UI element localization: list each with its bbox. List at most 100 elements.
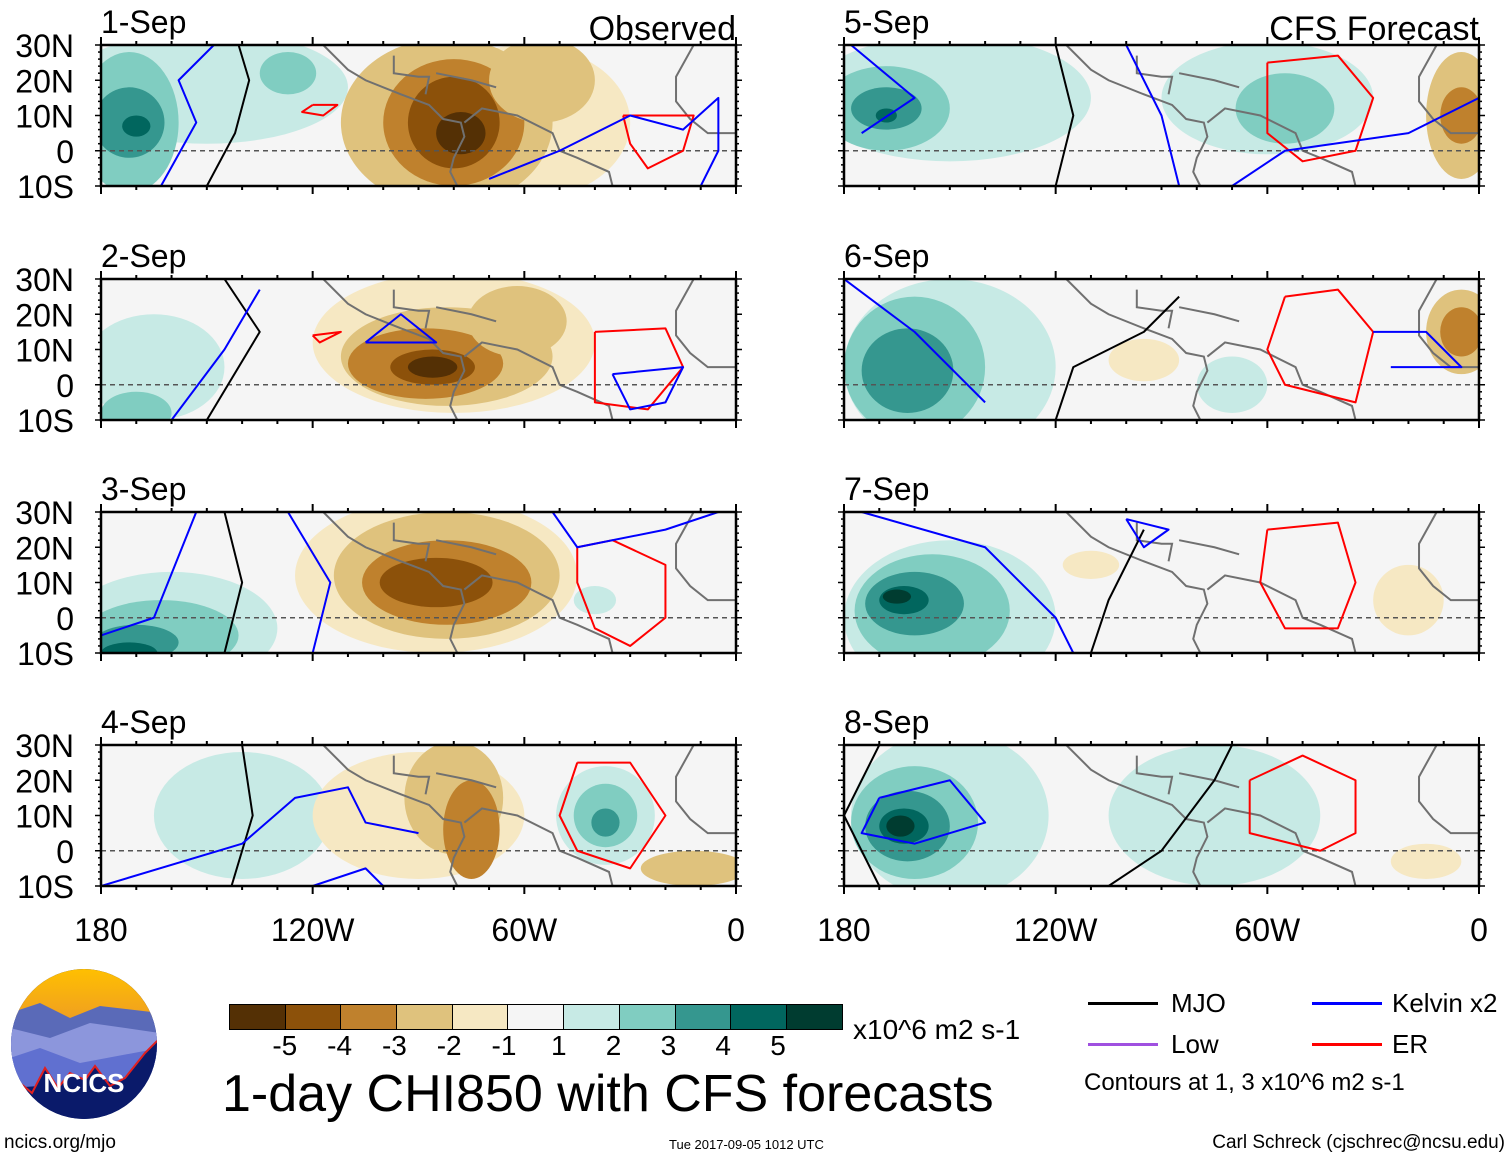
colorbar-box bbox=[730, 1005, 786, 1029]
kelvin-contour bbox=[101, 512, 198, 637]
x-tick-label: 180 bbox=[74, 912, 127, 948]
logo-text: NCICS bbox=[44, 1068, 125, 1098]
coastline bbox=[1065, 45, 1209, 186]
legend-low: Low bbox=[1171, 1029, 1219, 1059]
legend-low-line bbox=[1088, 1043, 1158, 1046]
kelvin-contour bbox=[170, 289, 261, 420]
y-tick-label: 20N bbox=[15, 63, 74, 99]
panel-date: 3-Sep bbox=[101, 471, 186, 507]
panel-date: 5-Sep bbox=[844, 4, 929, 40]
panel-date: 2-Sep bbox=[101, 238, 186, 274]
shading-region bbox=[1440, 87, 1479, 144]
mjo-contour bbox=[230, 745, 254, 886]
colorbar-tick-label: 3 bbox=[660, 1030, 677, 1061]
coastline bbox=[1065, 512, 1209, 653]
kelvin-contour bbox=[844, 279, 986, 404]
shading-region bbox=[101, 642, 158, 653]
coastline bbox=[392, 755, 431, 795]
y-tick-label: 20N bbox=[15, 530, 74, 566]
colorbar-box bbox=[451, 1005, 508, 1029]
coastline bbox=[1178, 306, 1240, 323]
y-tick-label: 20N bbox=[15, 297, 74, 333]
colorbar-units: x10^6 m2 s-1 bbox=[853, 1014, 1021, 1045]
coastline bbox=[435, 306, 497, 323]
y-tick-label: 30N bbox=[15, 28, 74, 64]
er-contour bbox=[622, 114, 695, 170]
kelvin-contour bbox=[160, 45, 215, 186]
shading-region bbox=[101, 391, 172, 420]
coastline bbox=[322, 745, 466, 886]
kelvin-contour bbox=[1125, 518, 1170, 549]
coastline bbox=[675, 45, 736, 135]
shading-region bbox=[851, 87, 922, 130]
coastline bbox=[392, 522, 431, 562]
map-panel: 7-Sep bbox=[838, 471, 1485, 661]
kelvin-contour bbox=[1373, 330, 1463, 369]
legend-mjo-line bbox=[1088, 1002, 1158, 1005]
coastline bbox=[463, 107, 614, 186]
coastline bbox=[1206, 574, 1357, 653]
shading-region bbox=[259, 52, 317, 95]
colorbar-tick-label: 5 bbox=[770, 1030, 786, 1061]
y-tick-label: 30N bbox=[15, 262, 74, 298]
x-tick-label: 120W bbox=[271, 912, 355, 948]
kelvin-contour bbox=[287, 512, 332, 653]
shading-region bbox=[436, 111, 486, 155]
kelvin-contour bbox=[861, 512, 1075, 653]
er-contour bbox=[1266, 288, 1375, 404]
colorbar-tick-label: -1 bbox=[491, 1030, 517, 1061]
colorbar-box bbox=[618, 1005, 675, 1029]
er-contour bbox=[301, 103, 339, 117]
kelvin-contour bbox=[312, 867, 384, 886]
map-panel: 5-Sep CFS Forecast bbox=[838, 4, 1485, 194]
coastline bbox=[1178, 539, 1240, 556]
kelvin-contour bbox=[1125, 45, 1181, 186]
mjo-contour bbox=[205, 45, 251, 186]
shading-region bbox=[591, 808, 620, 837]
y-tick-label: 10S bbox=[17, 636, 74, 672]
coastline bbox=[435, 539, 497, 556]
x-tick-label: 0 bbox=[1470, 912, 1488, 948]
shading-region bbox=[1235, 73, 1335, 144]
colorbar-tick-label: -5 bbox=[272, 1030, 298, 1061]
y-tick-label: 0 bbox=[56, 368, 74, 404]
er-contour bbox=[1259, 521, 1357, 630]
coastline bbox=[392, 55, 431, 95]
y-tick-label: 10N bbox=[15, 99, 74, 135]
panel-date: 4-Sep bbox=[101, 704, 186, 740]
legend-er-line bbox=[1312, 1043, 1382, 1046]
kelvin-contour bbox=[1231, 96, 1479, 186]
kelvin-contour bbox=[101, 786, 419, 886]
shading-region bbox=[886, 815, 915, 837]
colorbar-tick-label: -2 bbox=[436, 1030, 462, 1061]
colorbar-box bbox=[507, 1005, 564, 1029]
colorbar-box bbox=[340, 1005, 397, 1029]
er-contour bbox=[1248, 754, 1357, 852]
x-tick-label: 60W bbox=[1234, 912, 1301, 948]
shading-region bbox=[573, 586, 617, 615]
y-tick-label: 0 bbox=[56, 134, 74, 170]
kelvin-contour bbox=[850, 45, 916, 134]
kelvin-contour bbox=[860, 779, 987, 845]
coastline bbox=[392, 289, 431, 329]
footer-url[interactable]: ncics.org/mjo bbox=[4, 1132, 116, 1153]
shading-region bbox=[1062, 550, 1120, 579]
colorbar-box bbox=[230, 1005, 285, 1029]
shading-region bbox=[443, 780, 500, 879]
y-tick-label: 10S bbox=[17, 169, 74, 205]
colorbar-box bbox=[396, 1005, 452, 1029]
mjo-contour bbox=[223, 512, 244, 653]
panel-date: 1-Sep bbox=[101, 4, 186, 40]
panel-date: 7-Sep bbox=[844, 471, 929, 507]
y-tick-label: 10S bbox=[17, 869, 74, 905]
coastline bbox=[435, 772, 497, 789]
mjo-contour bbox=[1054, 45, 1075, 186]
colorbar-box bbox=[284, 1005, 341, 1029]
colorbar-box bbox=[785, 1005, 842, 1029]
colorbar-tick-label: 1 bbox=[551, 1030, 567, 1061]
kelvin-contour bbox=[551, 512, 719, 549]
coastline bbox=[322, 512, 466, 653]
colorbar-box bbox=[674, 1005, 731, 1029]
x-tick-label: 0 bbox=[727, 912, 745, 948]
